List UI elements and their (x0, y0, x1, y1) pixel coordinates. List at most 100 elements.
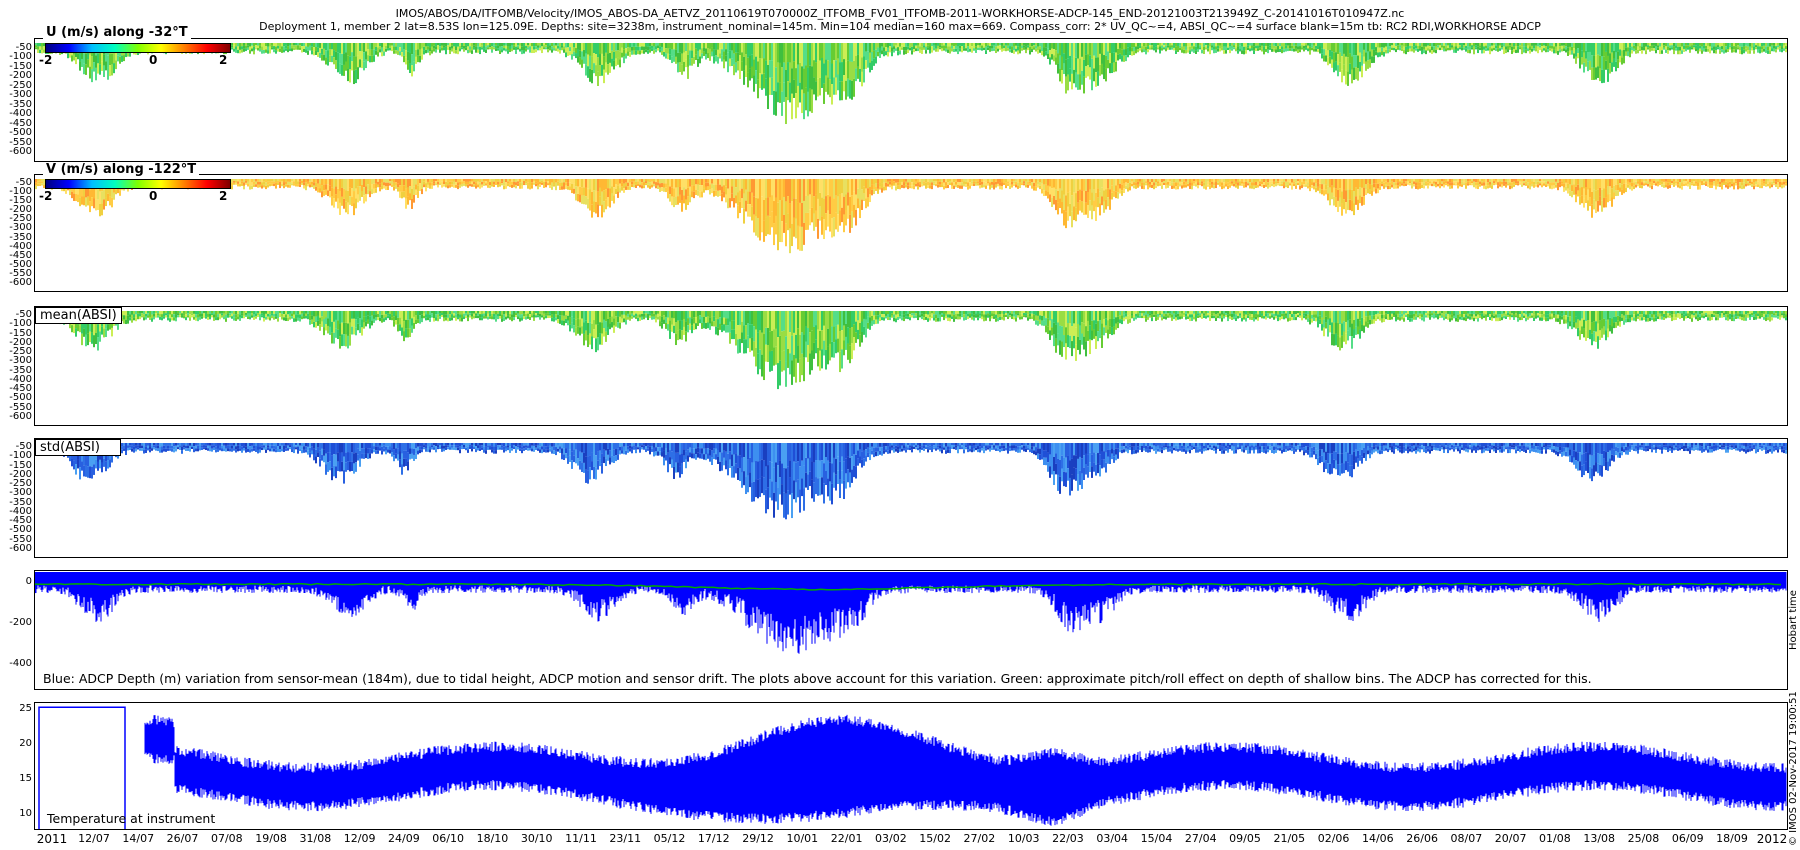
heatmap-cell (901, 43, 903, 46)
heatmap-cell (739, 190, 741, 202)
heatmap-cell (253, 43, 255, 47)
heatmap-cell (471, 43, 473, 47)
heatmap-cell (1351, 43, 1353, 57)
heatmap-cell (87, 51, 89, 60)
heatmap-cell (101, 203, 103, 216)
heatmap-cell (1255, 45, 1257, 49)
heatmap-cell (1303, 179, 1305, 182)
heatmap-cell (1575, 49, 1577, 57)
heatmap-cell (753, 214, 755, 233)
heatmap-cell (587, 179, 589, 189)
heatmap-cell (1003, 180, 1005, 183)
heatmap-cell (735, 187, 737, 196)
heatmap-cell (703, 179, 705, 184)
heatmap-cell (1179, 43, 1181, 46)
heatmap-cell (1363, 43, 1365, 50)
heatmap-cell (257, 45, 259, 49)
heatmap-cell (607, 197, 609, 207)
heatmap-cell (659, 49, 661, 53)
heatmap-cell (523, 50, 525, 54)
heatmap-cell (1153, 185, 1155, 190)
heatmap-cell (1765, 49, 1767, 53)
heatmap-cell (1085, 43, 1087, 55)
heatmap-cell (1671, 43, 1673, 46)
heatmap-cell (657, 43, 659, 46)
heatmap-cell (1475, 179, 1477, 183)
heatmap-cell (339, 190, 341, 203)
heatmap-cell (341, 53, 343, 65)
heatmap-cell (1135, 179, 1137, 183)
heatmap-cell (1069, 55, 1071, 69)
heatmap-cell (1721, 46, 1723, 50)
heatmap-cell (109, 196, 111, 206)
heatmap-cell (875, 56, 877, 64)
heatmap-cell (1057, 190, 1059, 203)
heatmap-cell (861, 189, 863, 200)
heatmap-cell (1397, 47, 1399, 50)
heatmap-cell (1615, 52, 1617, 62)
heatmap-cell (347, 179, 349, 191)
heatmap-cell (339, 43, 341, 54)
heatmap-cell (465, 45, 467, 48)
heatmap-cell (75, 57, 77, 65)
heatmap-cell (351, 179, 353, 189)
heatmap-cell (1179, 183, 1181, 187)
heatmap-cell (599, 54, 601, 66)
heatmap-cell (355, 56, 357, 70)
heatmap-cell (1571, 43, 1573, 47)
heatmap-cell (963, 45, 965, 49)
heatmap-cell (1561, 43, 1563, 46)
heatmap-cell (973, 181, 975, 184)
heatmap-cell (1587, 179, 1589, 190)
heatmap-cell (35, 185, 37, 190)
heatmap-cell (687, 43, 689, 55)
heatmap-cell (495, 182, 497, 185)
heatmap-cell (1373, 179, 1375, 184)
heatmap-cell (265, 49, 267, 53)
heatmap-cell (1457, 179, 1459, 183)
heatmap-cell (675, 56, 677, 64)
heatmap-cell (509, 46, 511, 50)
heatmap-cell (1119, 48, 1121, 54)
heatmap-cell (833, 77, 835, 95)
heatmap-cell (743, 43, 745, 57)
heatmap-cell (341, 187, 343, 197)
heatmap-cell (467, 49, 469, 54)
heatmap-cell (1317, 182, 1319, 187)
heatmap-cell (1277, 43, 1279, 47)
heatmap-cell (1299, 179, 1301, 183)
heatmap-cell (1675, 48, 1677, 51)
heatmap-cell (1293, 179, 1295, 182)
heatmap-cell (1625, 43, 1627, 48)
heatmap-cell (1171, 185, 1173, 189)
heatmap-cell (1519, 43, 1521, 46)
heatmap-cell (1037, 46, 1039, 51)
heatmap-cell (1577, 53, 1579, 59)
heatmap-cell (351, 197, 353, 207)
heatmap-cell (1079, 58, 1081, 75)
heatmap-cell (1327, 43, 1329, 51)
heatmap-cell (819, 60, 821, 78)
heatmap-cell (343, 188, 345, 199)
heatmap-cell (965, 43, 967, 46)
heatmap-cell (1769, 46, 1771, 51)
heatmap-cell (633, 43, 635, 47)
heatmap-cell (1097, 188, 1099, 198)
heatmap-cell (1475, 43, 1477, 46)
heatmap-cell (681, 53, 683, 65)
heatmap-cell (953, 43, 955, 46)
heatmap-cell (1117, 185, 1119, 193)
heatmap-cell (247, 45, 249, 48)
heatmap-cell (1497, 179, 1499, 183)
heatmap-cell (83, 196, 85, 206)
heatmap-cell (397, 187, 399, 192)
heatmap-cell (1547, 181, 1549, 184)
heatmap-cell (729, 198, 731, 208)
heatmap-cell (287, 46, 289, 50)
heatmap-cell (633, 179, 635, 182)
heatmap-cell (353, 56, 355, 71)
heatmap-cell (965, 184, 967, 187)
heatmap-cell (733, 197, 735, 208)
heatmap-cell (799, 202, 801, 227)
heatmap-cell (1141, 43, 1143, 47)
